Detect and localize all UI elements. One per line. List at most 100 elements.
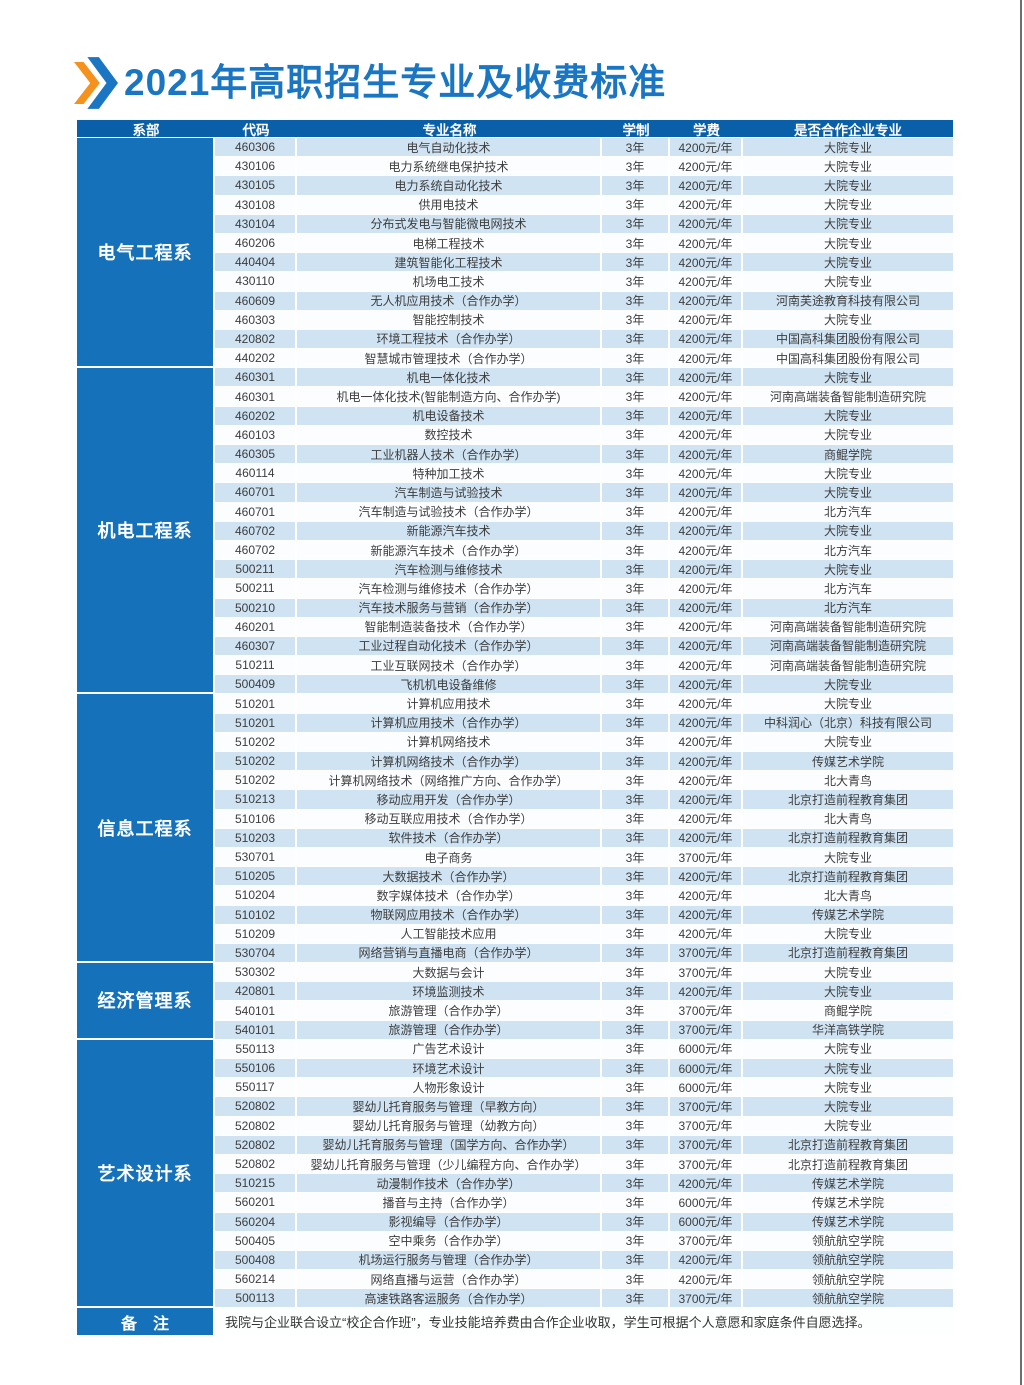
cell-code: 460114	[215, 464, 297, 483]
cell-tuition: 4200元/年	[670, 713, 743, 732]
double-chevron-icon	[74, 57, 118, 109]
cell-partner: 大院专业	[743, 253, 953, 272]
cell-duration: 3年	[602, 502, 670, 521]
cell-code: 510209	[215, 924, 297, 943]
cell-code: 430106	[215, 157, 297, 176]
table-row: 440404 建筑智能化工程技术 3年 4200元/年 大院专业	[215, 253, 953, 273]
cell-major-name: 移动应用开发（合作办学）	[297, 790, 602, 809]
cell-code: 500211	[215, 579, 297, 598]
cell-code: 510211	[215, 656, 297, 675]
cell-major-name: 电子商务	[297, 847, 602, 867]
cell-duration: 3年	[602, 752, 670, 771]
cell-partner: 领航航空学院	[743, 1231, 953, 1250]
cell-partner: 大院专业	[743, 847, 953, 867]
cell-partner: 华洋高铁学院	[743, 1020, 953, 1039]
note-row: 备 注 我院与企业联合设立“校企合作班”，专业技能培养费由合作企业收取，学生可根…	[77, 1308, 953, 1336]
cell-major-name: 数控技术	[297, 425, 602, 444]
page-title: 2021年高职招生专业及收费标准	[124, 62, 667, 103]
cell-partner: 大院专业	[743, 233, 953, 253]
cell-major-name: 供用电技术	[297, 195, 602, 214]
table-row: 460114 特种加工技术 3年 4200元/年 大院专业	[215, 464, 953, 484]
cell-code: 440202	[215, 349, 297, 368]
table-row: 510102 物联网应用技术（合作办学） 3年 4200元/年 传媒艺术学院	[215, 905, 953, 925]
cell-major-name: 环境监测技术	[297, 982, 602, 1001]
cell-major-name: 飞机机电设备维修	[297, 675, 602, 694]
cell-major-name: 汽车制造与试验技术	[297, 483, 602, 502]
cell-duration: 3年	[602, 329, 670, 349]
cell-tuition: 4200元/年	[670, 656, 743, 675]
cell-major-name: 工业互联网技术（合作办学）	[297, 656, 602, 675]
cell-major-name: 人物形象设计	[297, 1078, 602, 1097]
cell-partner: 大院专业	[743, 694, 953, 713]
cell-tuition: 3700元/年	[670, 1001, 743, 1020]
cell-major-name: 电气自动化技术	[297, 138, 602, 157]
cell-duration: 3年	[602, 963, 670, 982]
cell-major-name: 计算机应用技术（合作办学）	[297, 713, 602, 732]
cell-major-name: 大数据技术（合作办学）	[297, 867, 602, 886]
cell-major-name: 汽车检测与维修技术	[297, 560, 602, 579]
cell-tuition: 4200元/年	[670, 828, 743, 847]
cell-partner: 大院专业	[743, 521, 953, 540]
cell-partner: 大院专业	[743, 157, 953, 176]
cell-code: 510204	[215, 886, 297, 905]
department-cell: 艺术设计系	[77, 1039, 215, 1309]
cell-partner: 商鲲学院	[743, 445, 953, 464]
cell-partner: 大院专业	[743, 406, 953, 425]
cell-code: 420801	[215, 982, 297, 1001]
cell-partner: 大院专业	[743, 214, 953, 233]
cell-partner: 河南高端装备智能制造研究院	[743, 617, 953, 636]
cell-tuition: 4200元/年	[670, 387, 743, 406]
department-cell: 经济管理系	[77, 963, 215, 1040]
cell-tuition: 4200元/年	[670, 253, 743, 272]
cell-code: 430104	[215, 214, 297, 233]
table-row: 500408 机场运行服务与管理（合作办学） 3年 4200元/年 领航航空学院	[215, 1250, 953, 1271]
cell-major-name: 机电一体化技术(智能制造方向、合作办学)	[297, 387, 602, 406]
table-row: 430108 供用电技术 3年 4200元/年 大院专业	[215, 195, 953, 215]
cell-partner: 北方汽车	[743, 579, 953, 598]
cell-duration: 3年	[602, 253, 670, 272]
table-row: 460201 智能制造装备技术（合作办学） 3年 4200元/年 河南高端装备智能制造研…	[215, 617, 953, 637]
table-row: 440202 智慧城市管理技术（合作办学） 3年 4200元/年 中国高科集团股份有限公…	[215, 349, 953, 369]
cell-partner: 河南高端装备智能制造研究院	[743, 656, 953, 675]
cell-tuition: 4200元/年	[670, 502, 743, 521]
table-body: 电气工程系 460306 电气自动化技术 3年 4200元/年 大院专业 430106 电力系…	[77, 138, 953, 1309]
table-row: 430104 分布式发电与智能微电网技术 3年 4200元/年 大院专业	[215, 214, 953, 234]
table-row: 460609 无人机应用技术（合作办学） 3年 4200元/年 河南芙途教育科技有限公司	[215, 291, 953, 311]
table-row: 530704 网络营销与直播电商（合作办学） 3年 3700元/年 北京打造前程教育集团	[215, 943, 953, 964]
table-row: 550106 环境艺术设计 3年 6000元/年 大院专业	[215, 1059, 953, 1079]
cell-duration: 3年	[602, 521, 670, 540]
cell-tuition: 4200元/年	[670, 636, 743, 656]
cell-major-name: 智能控制技术	[297, 310, 602, 329]
cell-major-name: 高速铁路客运服务（合作办学）	[297, 1289, 602, 1308]
cell-tuition: 4200元/年	[670, 464, 743, 483]
cell-code: 460307	[215, 636, 297, 656]
cell-tuition: 4200元/年	[670, 1174, 743, 1193]
cell-code: 510215	[215, 1174, 297, 1193]
section-rows: 510201 计算机应用技术 3年 4200元/年 大院专业 510201 计算机应用技术（…	[215, 694, 953, 964]
cell-major-name: 机场运行服务与管理（合作办学）	[297, 1250, 602, 1270]
cell-tuition: 4200元/年	[670, 809, 743, 828]
table-row: 510201 计算机应用技术（合作办学） 3年 4200元/年 中科润心（北京）科技有限…	[215, 713, 953, 733]
cell-partner: 大院专业	[743, 1116, 953, 1135]
cell-partner: 传媒艺术学院	[743, 1193, 953, 1212]
table-row: 560201 播音与主持（合作办学） 3年 6000元/年 传媒艺术学院	[215, 1193, 953, 1213]
cell-duration: 3年	[602, 1174, 670, 1193]
table-row: 520802 婴幼儿托育服务与管理（早教方向） 3年 3700元/年 大院专业	[215, 1097, 953, 1117]
cell-tuition: 4200元/年	[670, 349, 743, 368]
cell-code: 510202	[215, 732, 297, 751]
table-row: 460305 工业机器人技术（合作办学） 3年 4200元/年 商鲲学院	[215, 445, 953, 465]
cell-major-name: 网络直播与运营（合作办学）	[297, 1270, 602, 1289]
cell-code: 500405	[215, 1231, 297, 1250]
cell-partner: 大院专业	[743, 195, 953, 214]
cell-partner: 传媒艺术学院	[743, 1212, 953, 1231]
cell-code: 430110	[215, 272, 297, 291]
cell-duration: 3年	[602, 924, 670, 943]
cell-major-name: 婴幼儿托育服务与管理（少儿编程方向、合作办学）	[297, 1154, 602, 1174]
cell-tuition: 4200元/年	[670, 579, 743, 598]
note-text: 我院与企业联合设立“校企合作班”，专业技能培养费由合作企业收取，学生可根据个人意…	[215, 1308, 953, 1336]
cell-major-name: 软件技术（合作办学）	[297, 828, 602, 847]
cell-major-name: 旅游管理（合作办学）	[297, 1020, 602, 1039]
cell-partner: 大院专业	[743, 483, 953, 502]
cell-duration: 3年	[602, 1039, 670, 1058]
table-row: 460306 电气自动化技术 3年 4200元/年 大院专业	[215, 138, 953, 158]
